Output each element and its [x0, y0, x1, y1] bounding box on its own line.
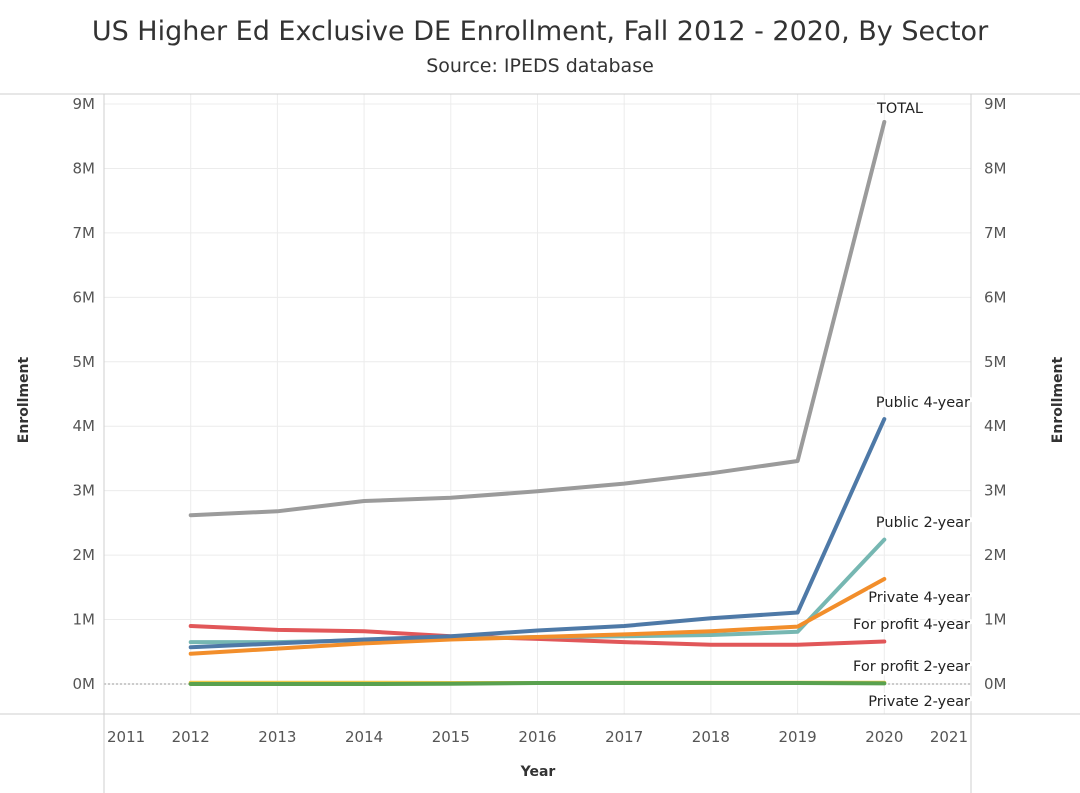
y-tick-label-left: 2M	[73, 546, 96, 564]
x-tick-label: 2018	[692, 728, 730, 746]
series-label-private-2-year: Private 2-year	[868, 694, 970, 710]
y-tick-label-left: 0M	[73, 675, 96, 693]
series-label-halo: For profit 4-year	[853, 617, 970, 633]
series-line-public-4-year	[188, 417, 887, 650]
y-tick-label-left: 3M	[73, 482, 96, 500]
x-tick-label: 2017	[605, 728, 643, 746]
x-tick-label: 2020	[865, 728, 903, 746]
series-line-total	[188, 120, 887, 518]
x-tick-label: 2014	[345, 728, 383, 746]
y-tick-label-left: 7M	[73, 224, 96, 242]
y-tick-label-right: 7M	[984, 224, 1007, 242]
x-tick-label: 2019	[779, 728, 817, 746]
series-line-private-2-year	[188, 681, 887, 686]
y-tick-label-right: 9M	[984, 95, 1007, 113]
x-tick-label: 2015	[432, 728, 470, 746]
series-label-public-4-year: Public 4-year	[876, 395, 970, 411]
series-label-halo: Private 2-year	[868, 694, 970, 710]
series-label-halo: Public 2-year	[876, 515, 970, 531]
x-tick-label: 2011	[107, 728, 145, 746]
series-label-total: TOTAL	[876, 101, 923, 117]
series-label-public-2-year: Public 2-year	[876, 515, 970, 531]
y-axis-right: 0M 1M 2M 3M 4M 5M 6M 7M 8M 9M	[984, 95, 1007, 693]
plot-frame	[0, 93, 1080, 793]
series-label-halo: Public 4-year	[876, 395, 970, 411]
chart-subtitle: Source: IPEDS database	[426, 55, 654, 77]
x-axis-title: Year	[520, 764, 556, 780]
y-tick-label-right: 4M	[984, 417, 1007, 435]
series-line-private-4-year	[188, 577, 887, 656]
x-tick-label: 2012	[172, 728, 210, 746]
y-tick-label-left: 9M	[73, 95, 96, 113]
y-tick-label-right: 8M	[984, 159, 1007, 177]
y-tick-label-left: 1M	[73, 611, 96, 629]
y-tick-label-right: 1M	[984, 611, 1007, 629]
x-tick-label: 2013	[258, 728, 296, 746]
y-axis-title-left: Enrollment	[16, 357, 32, 444]
series-label-halo: Private 4-year	[868, 590, 970, 606]
series-label-for-profit-2-year: For profit 2-year	[853, 659, 970, 675]
grid	[104, 94, 971, 714]
series-label-halo: For profit 2-year	[853, 659, 970, 675]
y-tick-label-right: 3M	[984, 482, 1007, 500]
x-tick-label: 2021	[930, 728, 968, 746]
y-tick-label-left: 8M	[73, 159, 96, 177]
series-lines	[188, 120, 887, 686]
y-tick-label-left: 5M	[73, 353, 96, 371]
y-axis-title-right: Enrollment	[1050, 357, 1066, 444]
series-label-for-profit-4-year: For profit 4-year	[853, 617, 970, 633]
series-label-private-4-year: Private 4-year	[868, 590, 970, 606]
series-label-halo: TOTAL	[876, 101, 923, 117]
y-tick-label-right: 2M	[984, 546, 1007, 564]
y-tick-label-left: 4M	[73, 417, 96, 435]
y-tick-label-right: 0M	[984, 675, 1007, 693]
y-axis-left: 0M 1M 2M 3M 4M 5M 6M 7M 8M 9M	[73, 95, 96, 693]
x-axis: 2011 2012 2013 2014 2015 2016 2017 2018 2019 2020…	[107, 728, 968, 746]
y-tick-label-right: 5M	[984, 353, 1007, 371]
chart-title: US Higher Ed Exclusive DE Enrollment, Fa…	[92, 16, 989, 47]
x-tick-label: 2016	[518, 728, 556, 746]
y-tick-label-left: 6M	[73, 288, 96, 306]
y-tick-label-right: 6M	[984, 288, 1007, 306]
